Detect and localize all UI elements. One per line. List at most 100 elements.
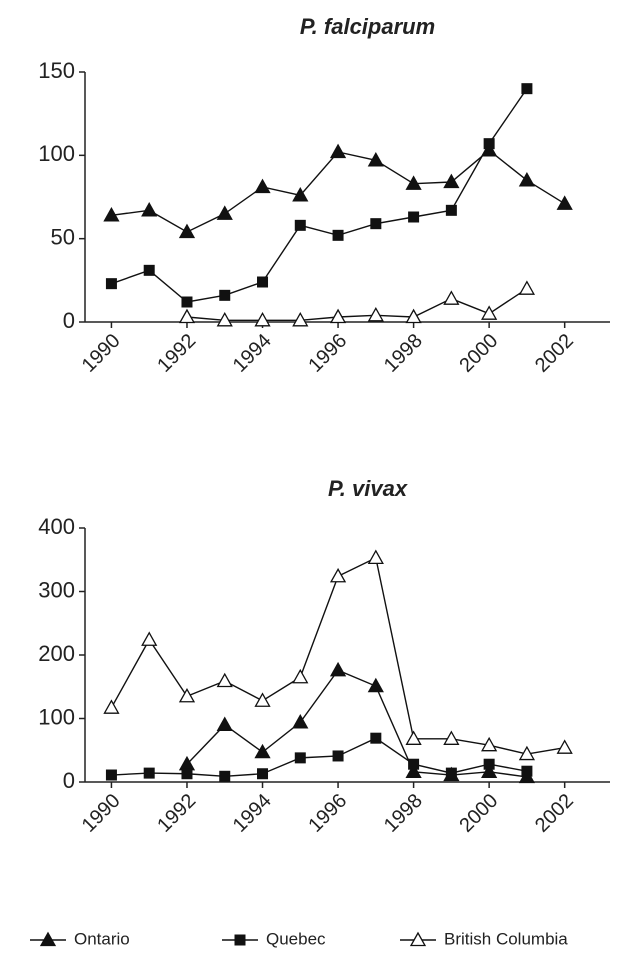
point <box>219 770 231 782</box>
y-tick-label: 100 <box>38 704 75 729</box>
point <box>181 768 193 780</box>
point <box>254 743 271 759</box>
point <box>292 668 309 684</box>
point <box>443 173 460 189</box>
x-tick-label: 2000 <box>455 330 502 377</box>
point <box>143 767 155 779</box>
point <box>178 223 196 239</box>
point <box>141 631 158 646</box>
x-tick-label: 1998 <box>380 790 427 837</box>
point <box>216 672 233 688</box>
point <box>329 567 347 583</box>
point <box>370 732 382 744</box>
point <box>216 205 233 220</box>
point <box>105 769 117 781</box>
chart-title: P. vivax <box>328 476 408 501</box>
y-tick-label: 0 <box>63 308 75 333</box>
point <box>292 187 309 202</box>
chart-title: P. falciparum <box>300 14 435 39</box>
point <box>178 308 196 324</box>
x-tick-label: 1994 <box>229 790 276 837</box>
point <box>405 175 422 190</box>
point <box>254 692 271 707</box>
series-line <box>111 149 566 233</box>
point <box>408 211 420 223</box>
point <box>294 752 306 764</box>
legend-marker <box>39 931 57 947</box>
x-tick-label: 1996 <box>304 790 351 837</box>
point <box>141 202 158 217</box>
point <box>443 290 460 305</box>
point <box>332 229 344 241</box>
point <box>483 138 495 150</box>
legend-marker <box>234 934 246 946</box>
point <box>367 549 384 564</box>
point <box>405 308 422 324</box>
point <box>556 739 573 754</box>
x-tick-label: 1994 <box>229 330 276 377</box>
point <box>292 312 309 327</box>
x-tick-label: 1998 <box>380 330 427 377</box>
point <box>103 207 120 222</box>
series-line <box>111 88 528 303</box>
point <box>483 758 495 770</box>
point <box>445 204 457 216</box>
point <box>257 768 269 780</box>
point <box>405 730 422 745</box>
point <box>481 305 498 320</box>
point <box>143 264 155 276</box>
point <box>292 713 309 729</box>
point <box>445 767 457 779</box>
point <box>556 195 573 210</box>
point <box>518 280 536 295</box>
point <box>481 763 498 778</box>
x-tick-label: 1992 <box>153 790 200 837</box>
point <box>219 289 231 301</box>
x-tick-label: 2000 <box>455 790 502 837</box>
y-tick-label: 50 <box>51 224 75 249</box>
y-tick-label: 0 <box>63 768 75 793</box>
y-tick-label: 300 <box>38 577 75 602</box>
x-tick-label: 2002 <box>531 790 578 837</box>
point <box>367 152 384 167</box>
legend-label: Quebec <box>266 929 326 948</box>
point <box>216 716 233 731</box>
legend-label: British Columbia <box>444 929 568 948</box>
legend-label: Ontario <box>74 929 130 948</box>
point <box>181 296 193 308</box>
point <box>254 312 271 327</box>
series-line <box>111 737 528 777</box>
point <box>216 312 233 327</box>
series-line <box>110 556 565 755</box>
x-tick-label: 1996 <box>304 330 351 377</box>
point <box>254 178 271 194</box>
x-tick-label: 1992 <box>153 330 200 377</box>
point <box>518 745 536 761</box>
point <box>481 736 498 752</box>
point <box>329 308 347 324</box>
y-tick-label: 400 <box>38 514 75 539</box>
point <box>405 763 422 778</box>
point <box>518 172 536 187</box>
x-tick-label: 1990 <box>78 330 125 377</box>
point <box>521 765 533 777</box>
x-tick-label: 2002 <box>531 330 578 377</box>
point <box>521 83 533 95</box>
point <box>257 276 269 288</box>
y-tick-label: 100 <box>38 141 75 166</box>
series-line <box>186 288 528 322</box>
series-line <box>186 669 527 778</box>
y-tick-label: 200 <box>38 641 75 666</box>
point <box>105 278 117 290</box>
legend-marker <box>409 931 427 947</box>
point <box>332 750 344 762</box>
x-tick-label: 1990 <box>78 790 125 837</box>
point <box>329 661 347 677</box>
point <box>367 677 384 693</box>
point <box>103 699 120 714</box>
point <box>443 730 460 745</box>
y-tick-label: 150 <box>38 58 75 83</box>
point <box>408 758 420 770</box>
point <box>370 218 382 230</box>
